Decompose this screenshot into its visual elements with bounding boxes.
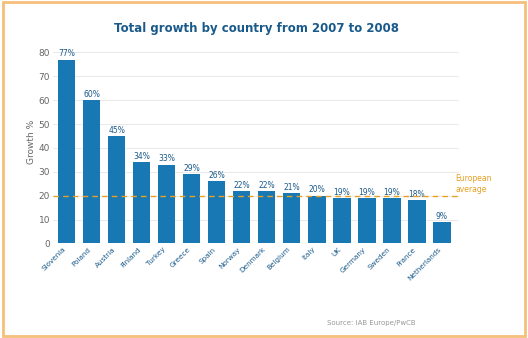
Text: 21%: 21% [284, 183, 300, 192]
Text: 77%: 77% [58, 49, 75, 58]
Text: 45%: 45% [108, 126, 125, 135]
Bar [408, 200, 426, 243]
Text: 33%: 33% [158, 154, 175, 164]
Bar [158, 165, 175, 243]
Y-axis label: Growth %: Growth % [27, 120, 36, 164]
Bar [183, 174, 201, 243]
Text: 18%: 18% [409, 190, 425, 199]
Text: 26%: 26% [209, 171, 225, 180]
Title: Total growth by country from 2007 to 2008: Total growth by country from 2007 to 200… [114, 22, 399, 35]
Text: 9%: 9% [436, 212, 448, 221]
Bar [108, 136, 125, 243]
Text: 22%: 22% [258, 181, 275, 190]
Bar [283, 193, 300, 243]
Text: 22%: 22% [233, 181, 250, 190]
Text: 19%: 19% [333, 188, 350, 197]
Bar [258, 191, 276, 243]
Bar [433, 222, 450, 243]
Text: European
average: European average [456, 174, 492, 194]
Text: 20%: 20% [308, 186, 325, 194]
Bar [208, 181, 225, 243]
Bar [308, 196, 325, 243]
Bar [58, 59, 76, 243]
Text: 60%: 60% [83, 90, 100, 99]
Text: 19%: 19% [359, 188, 375, 197]
Bar [383, 198, 401, 243]
Bar [333, 198, 351, 243]
Text: 19%: 19% [383, 188, 400, 197]
Bar [233, 191, 250, 243]
Text: 29%: 29% [183, 164, 200, 173]
Text: 34%: 34% [133, 152, 150, 161]
Bar [133, 162, 150, 243]
Text: Source: IAB Europe/PwCB: Source: IAB Europe/PwCB [327, 320, 416, 326]
Bar [358, 198, 375, 243]
Bar [83, 100, 100, 243]
